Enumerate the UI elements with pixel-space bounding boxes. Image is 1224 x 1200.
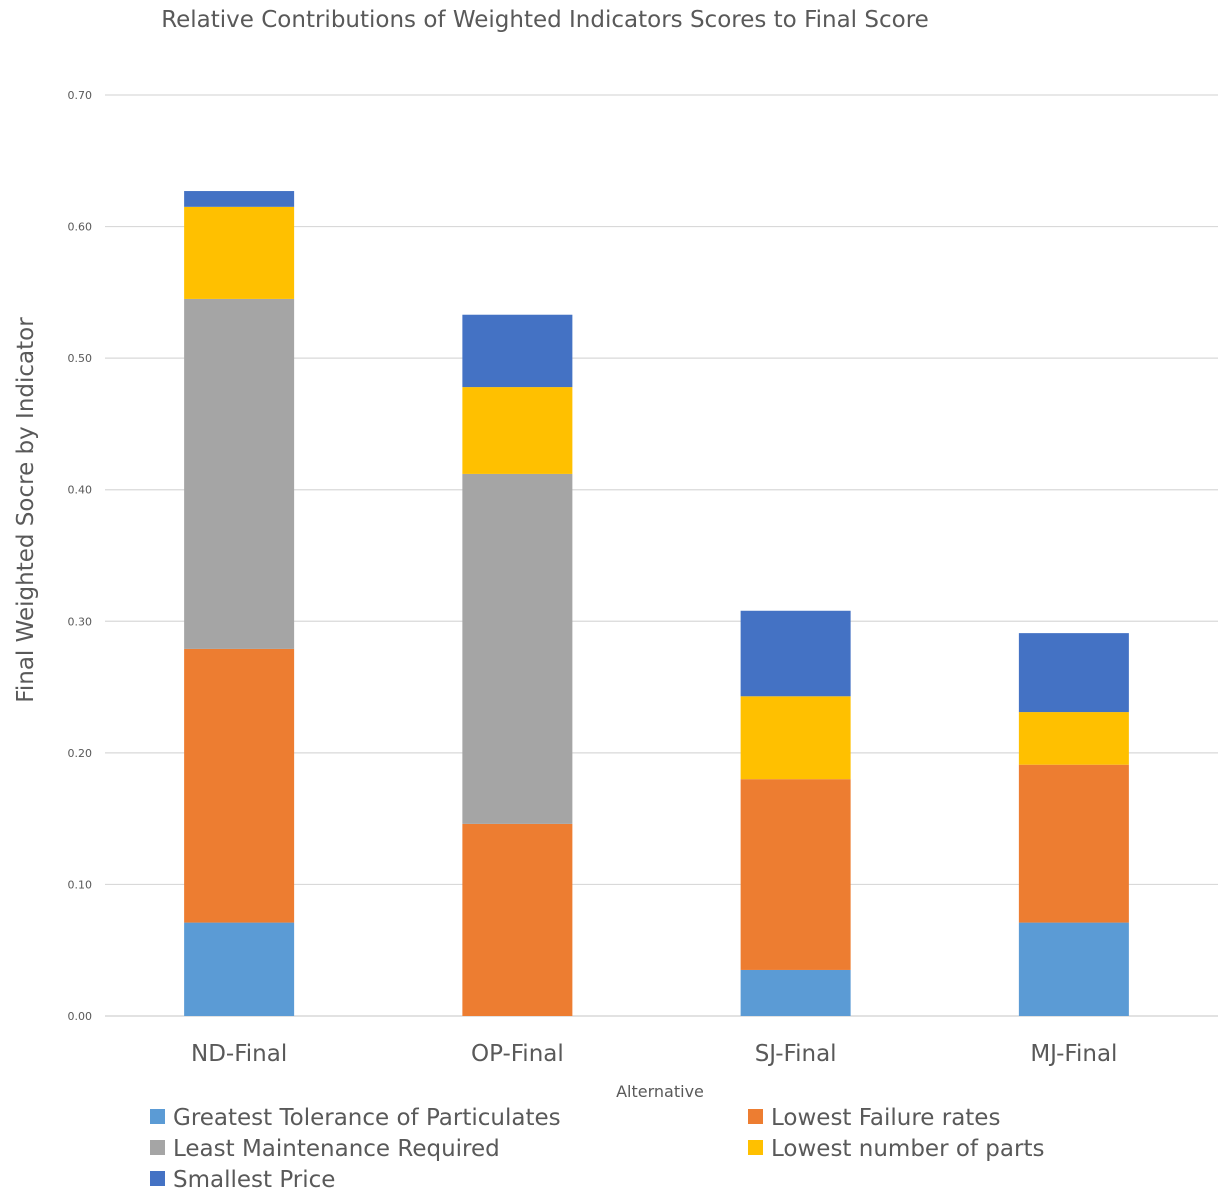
y-tick-label: 0.70 <box>68 89 93 102</box>
legend-entry: Lowest Failure rates <box>748 1105 1000 1131</box>
y-tick-label: 0.00 <box>68 1010 93 1023</box>
x-tick-label: OP-Final <box>471 1041 564 1067</box>
legend-label: Lowest Failure rates <box>771 1105 1000 1131</box>
x-tick-label: MJ-Final <box>1030 1041 1117 1067</box>
bar-segment-nd-final-series-4 <box>184 191 295 207</box>
bars <box>184 191 1129 1016</box>
legend-swatch <box>150 1109 165 1124</box>
bar-segment-mj-final-series-4 <box>1018 633 1129 713</box>
legend-label: Smallest Price <box>173 1167 335 1193</box>
bar-segment-op-final-series-1 <box>462 823 573 1016</box>
x-axis-label: Alternative <box>616 1082 704 1101</box>
y-tick-label: 0.30 <box>68 615 93 628</box>
bar-segment-mj-final-series-3 <box>1018 712 1129 765</box>
y-axis-ticks: 0.00 0.10 0.20 0.30 0.40 0.50 0.60 0.70 <box>68 89 93 1023</box>
x-tick-label: ND-Final <box>191 1041 287 1067</box>
legend-label: Lowest number of parts <box>771 1136 1044 1162</box>
bar-segment-nd-final-series-1 <box>184 648 295 923</box>
legend-entry: Greatest Tolerance of Particulates <box>150 1105 561 1131</box>
legend-label: Least Maintenance Required <box>173 1136 500 1162</box>
legend-swatch <box>150 1171 165 1186</box>
bar-segment-op-final-series-4 <box>462 314 573 388</box>
bar-segment-sj-final-series-4 <box>740 610 851 697</box>
y-tick-label: 0.50 <box>68 352 93 365</box>
bar-segment-mj-final-series-1 <box>1018 764 1129 923</box>
legend-label: Greatest Tolerance of Particulates <box>173 1105 561 1131</box>
legend: Greatest Tolerance of Particulates Lowest… <box>150 1105 1044 1193</box>
bar-segment-op-final-series-3 <box>462 387 573 474</box>
y-axis-label: Final Weighted Socre by Indicator <box>13 317 39 703</box>
y-tick-label: 0.60 <box>68 221 93 234</box>
y-tick-label: 0.20 <box>68 747 93 760</box>
bar-segment-mj-final-series-0 <box>1018 922 1129 1016</box>
legend-swatch <box>748 1109 763 1124</box>
legend-entry: Lowest number of parts <box>748 1136 1044 1162</box>
bar-segment-sj-final-series-1 <box>740 779 851 970</box>
bar-segment-nd-final-series-2 <box>184 298 295 649</box>
x-tick-label: SJ-Final <box>755 1041 837 1067</box>
y-tick-label: 0.10 <box>68 878 93 891</box>
legend-swatch <box>748 1140 763 1155</box>
x-axis-ticks: ND-Final OP-Final SJ-Final MJ-Final <box>191 1041 1117 1067</box>
bar-segment-nd-final-series-0 <box>184 922 295 1016</box>
y-tick-label: 0.40 <box>68 484 93 497</box>
bar-segment-nd-final-series-3 <box>184 206 295 299</box>
chart-title: Relative Contributions of Weighted Indic… <box>161 7 929 33</box>
legend-entry: Smallest Price <box>150 1167 335 1193</box>
legend-swatch <box>150 1140 165 1155</box>
bar-segment-sj-final-series-3 <box>740 696 851 780</box>
bar-segment-op-final-series-2 <box>462 473 573 824</box>
bar-segment-sj-final-series-0 <box>740 969 851 1016</box>
legend-entry: Least Maintenance Required <box>150 1136 500 1162</box>
